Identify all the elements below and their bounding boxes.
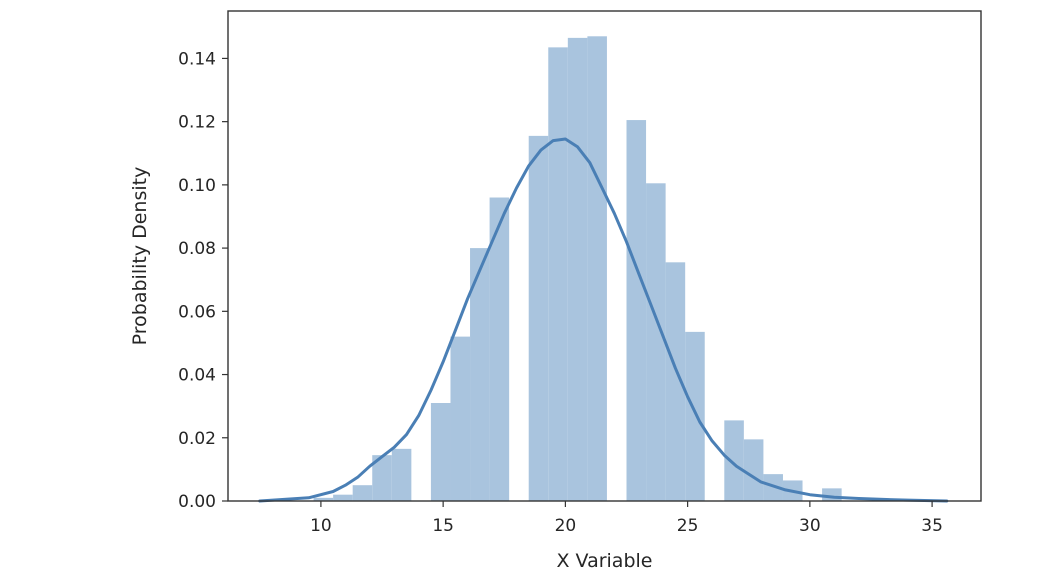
histogram-bar (724, 420, 744, 501)
x-axis-label: X Variable (557, 550, 653, 572)
x-tick-label: 35 (921, 516, 943, 536)
y-tick-label: 0.00 (178, 492, 216, 512)
histogram-bar (430, 403, 451, 501)
histogram-bar (548, 47, 568, 502)
y-tick-label: 0.06 (178, 302, 216, 322)
y-tick-label: 0.10 (178, 176, 216, 196)
y-tick-label: 0.08 (178, 239, 216, 259)
histogram-bar (489, 197, 510, 502)
histogram-bar (333, 494, 353, 501)
plot-area-frame (227, 10, 982, 502)
y-axis-label: Probability Density (129, 167, 151, 346)
histogram-bar (763, 474, 783, 501)
histogram-bar (470, 248, 490, 501)
x-tick-label: 30 (799, 516, 821, 536)
y-axis-ticks: 0.00 0.02 0.04 0.06 0.08 0.10 0.12 0.14 (178, 49, 228, 512)
histogram-bar (743, 439, 764, 501)
histogram-bar (665, 262, 686, 501)
histogram-bar (685, 331, 705, 501)
y-tick-label: 0.12 (178, 113, 216, 133)
histogram-bar (567, 37, 588, 501)
histogram-bar (587, 36, 607, 502)
y-tick-label: 0.14 (178, 49, 216, 69)
x-tick-label: 15 (432, 516, 454, 536)
histogram-bar (626, 120, 647, 501)
histogram-bar (646, 183, 666, 501)
histogram-bars (313, 36, 842, 502)
histogram-bar (372, 455, 392, 501)
kde-curve (258, 137, 949, 503)
histogram-bar (528, 135, 549, 501)
histogram-bar (313, 497, 334, 501)
y-tick-label: 0.04 (178, 366, 216, 386)
x-tick-label: 20 (555, 516, 577, 536)
histogram-bar (391, 448, 412, 501)
histogram-bar (822, 488, 842, 501)
x-tick-label: 10 (310, 516, 332, 536)
x-axis-ticks: 10 15 20 25 30 35 (310, 501, 943, 536)
histogram-bar (352, 485, 373, 501)
x-tick-label: 25 (677, 516, 699, 536)
y-tick-label: 0.02 (178, 429, 216, 449)
histogram-bar (450, 336, 471, 501)
